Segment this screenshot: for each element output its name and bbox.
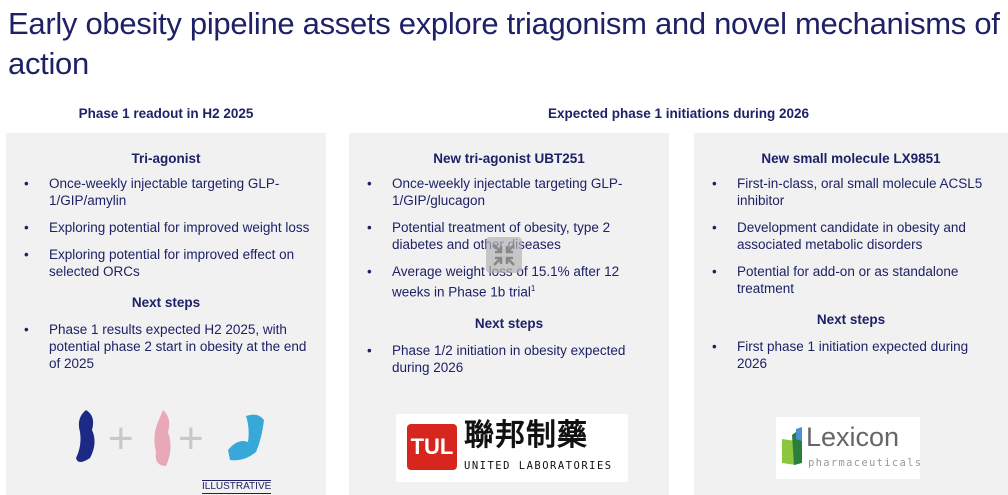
next-steps-list: Phase 1 results expected H2 2025, with p… (6, 321, 326, 382)
page-title: Early obesity pipeline assets explore tr… (8, 6, 1000, 81)
panel-tri-agonist: Tri-agonist Once-weekly injectable targe… (6, 133, 326, 495)
united-laboratories-logo: TUL 聯邦制藥 UNITED LABORATORIES (396, 414, 628, 482)
lexicon-logo: Lexicon pharmaceuticals (776, 417, 923, 479)
panel-content: Tri-agonist Once-weekly injectable targe… (6, 150, 326, 382)
illustrative-label: ILLUSTRATIVE (202, 480, 272, 494)
panel-heading: Tri-agonist (131, 151, 201, 166)
plus-icon: + (178, 414, 204, 463)
bullet: Phase 1 results expected H2 2025, with p… (6, 321, 326, 372)
next-steps-heading: Next steps (474, 315, 544, 331)
logo-english-name: UNITED LABORATORIES (464, 460, 613, 472)
molecule-pink (154, 410, 171, 466)
molecule-illustration (76, 410, 264, 466)
panel-lx9851: New small molecule LX9851 First-in-class… (694, 133, 1008, 495)
bullet: First-in-class, oral small molecule ACSL… (694, 175, 1008, 209)
bullet: Exploring potential for improved weight … (6, 219, 326, 236)
bullet: Exploring potential for improved effect … (6, 246, 326, 280)
logo-subtitle: pharmaceuticals (808, 457, 923, 469)
molecule-navy (76, 410, 95, 462)
bullet: Potential for add-on or as standalone tr… (694, 263, 1008, 297)
panel-content: New small molecule LX9851 First-in-class… (694, 150, 1008, 382)
lexicon-leaf-icon (782, 427, 802, 465)
logo-name: Lexicon (806, 422, 900, 452)
bullet-list: First-in-class, oral small molecule ACSL… (694, 175, 1008, 307)
panel-heading: New small molecule LX9851 (761, 151, 941, 166)
footnote-marker: 1 (530, 284, 536, 293)
collapse-icon[interactable] (486, 237, 522, 273)
next-steps-heading: Next steps (131, 295, 201, 310)
bullet: Phase 1/2 initiation in obesity expected… (349, 342, 669, 376)
section-header-initiations: Expected phase 1 initiations during 2026 (547, 106, 810, 121)
bullet: First phase 1 initiation expected during… (694, 338, 1008, 372)
logo-chinese-name: 聯邦制藥 (464, 419, 588, 452)
panel-ubt251: New tri-agonist UBT251 Once-weekly injec… (349, 133, 669, 495)
next-steps-heading: Next steps (816, 312, 886, 327)
plus-icon: + (108, 414, 134, 463)
next-steps-list: Phase 1/2 initiation in obesity expected… (349, 342, 669, 386)
tul-mark: TUL (407, 424, 457, 470)
section-header-readout: Phase 1 readout in H2 2025 (78, 106, 254, 121)
bullet: Development candidate in obesity and ass… (694, 219, 1008, 253)
bullet: Once-weekly injectable targeting GLP-1/G… (349, 175, 669, 209)
bullet-list: Once-weekly injectable targeting GLP-1/G… (6, 175, 326, 290)
molecule-blue (228, 414, 264, 461)
panel-heading: New tri-agonist UBT251 (433, 151, 585, 166)
next-steps-list: First phase 1 initiation expected during… (694, 338, 1008, 382)
bullet: Once-weekly injectable targeting GLP-1/G… (6, 175, 326, 209)
